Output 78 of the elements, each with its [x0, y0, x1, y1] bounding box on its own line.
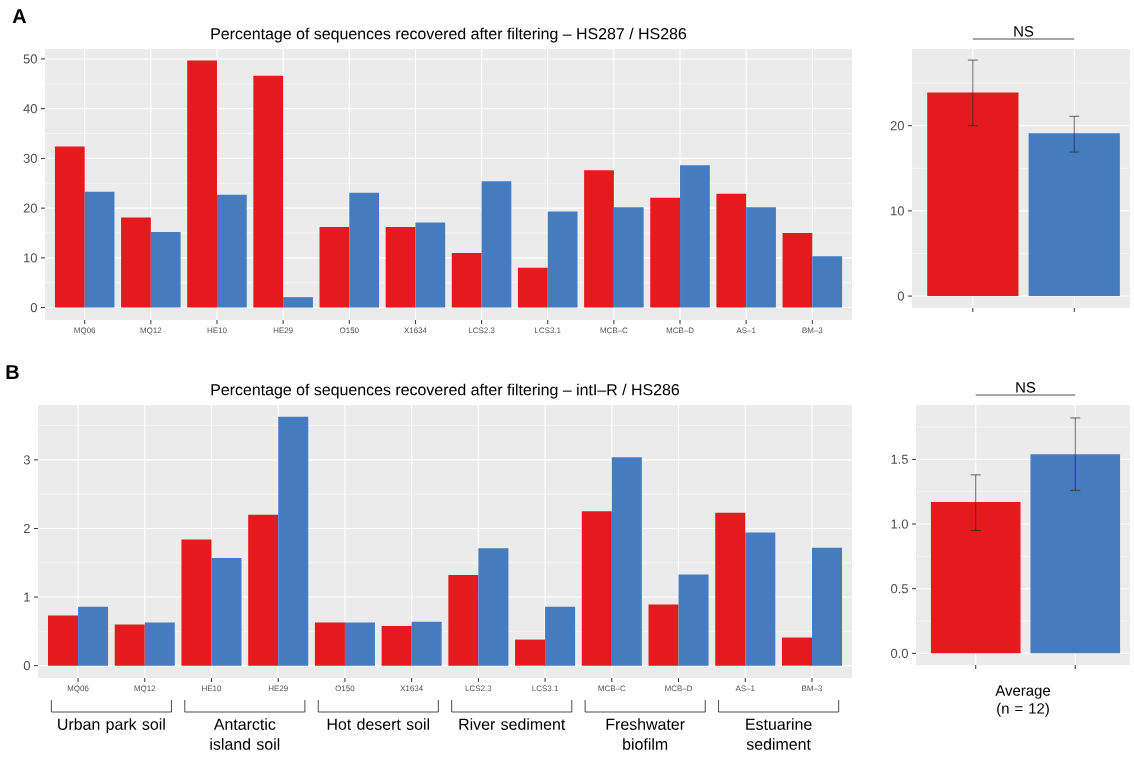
text: River sediment [459, 718, 566, 730]
text: A [12, 9, 27, 23]
text: Estuarine sediment [746, 718, 812, 750]
x-axis-title: Average (n = 12) [995, 685, 1051, 717]
y-tick-label: 0.0 [890, 648, 908, 658]
bar [187, 60, 217, 308]
bar [411, 621, 442, 666]
bar [121, 217, 151, 308]
bar [481, 181, 512, 308]
bar [547, 211, 578, 308]
bar [385, 227, 416, 308]
bar [650, 197, 681, 308]
bar [517, 267, 548, 308]
y-tick-label: 3 [23, 455, 30, 465]
y-tick-label: 20 [890, 121, 904, 131]
bar [746, 207, 776, 308]
text: B [6, 365, 19, 379]
bar [584, 170, 614, 308]
bar [349, 192, 380, 308]
text: Urban park soil [58, 718, 165, 734]
bar [782, 232, 813, 308]
bar [78, 606, 109, 666]
bar [716, 193, 747, 308]
bar [448, 575, 479, 666]
bar [678, 574, 709, 666]
bar [181, 539, 212, 666]
y-tick-label: 30 [23, 153, 37, 163]
text: Antarctic island soil [210, 718, 280, 750]
bar [781, 637, 812, 666]
y-tick-label: 20 [23, 203, 37, 213]
bar [211, 557, 242, 666]
bar [381, 625, 412, 666]
bar [648, 604, 679, 666]
y-tick-label: 50 [23, 54, 37, 64]
text: Freshwater biofilm [606, 718, 685, 750]
y-tick-label: 2 [23, 523, 30, 533]
bar [248, 514, 279, 666]
bar [613, 207, 644, 308]
y-tick-label: 1 [24, 592, 30, 602]
bar [451, 252, 482, 308]
bar [745, 532, 776, 666]
y-tick-label: 10 [891, 206, 904, 216]
bar [611, 457, 642, 666]
bar [314, 622, 345, 666]
bar [811, 547, 842, 666]
y-tick-label: 1.5 [891, 454, 908, 464]
bar [84, 191, 115, 308]
text: NS [1016, 382, 1036, 393]
bar [54, 146, 85, 308]
bar [144, 622, 175, 666]
bar [216, 194, 247, 308]
chart-title: Percentage of sequences recovered after filtering – HS287 / HS286 [211, 27, 687, 43]
bar [278, 416, 309, 666]
bar [150, 231, 181, 308]
bar [478, 548, 509, 666]
bar [283, 297, 313, 308]
bar [515, 639, 546, 666]
y-tick-label: 0.5 [890, 584, 908, 594]
bar [680, 165, 710, 308]
bar [715, 512, 746, 666]
y-tick-label: 10 [24, 253, 37, 263]
bar [48, 615, 79, 666]
y-tick-label: 40 [23, 104, 37, 114]
bar [319, 227, 350, 308]
bar [812, 256, 843, 308]
bar [545, 606, 576, 666]
bar [415, 222, 446, 308]
bar [253, 75, 284, 308]
text: NS [1014, 26, 1034, 37]
y-tick-label: 0 [897, 291, 904, 301]
bar [344, 622, 375, 666]
text: Hot desert soil [327, 718, 430, 730]
chart-title: Percentage of sequences recovered after filtering – intI–R / HS286 [211, 383, 680, 399]
bar [114, 624, 145, 666]
y-tick-label: 1.0 [891, 519, 908, 529]
y-tick-label: 0 [30, 302, 37, 313]
bar [581, 511, 612, 666]
y-tick-label: 0 [23, 661, 30, 671]
